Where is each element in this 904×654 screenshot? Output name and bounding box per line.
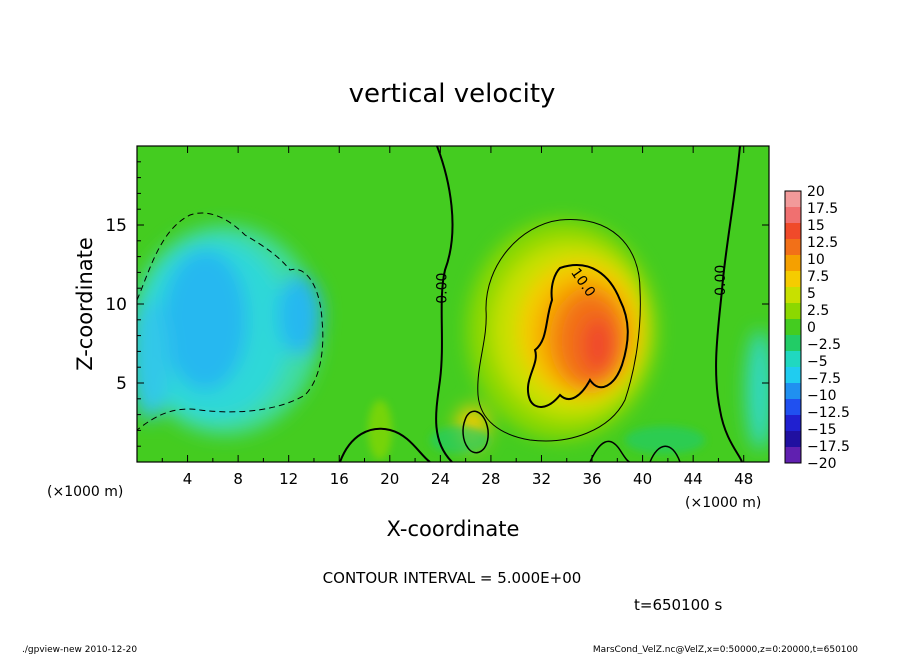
- colorbar-swatch-0: [785, 191, 801, 208]
- x-tick-label-8: 36: [582, 470, 601, 488]
- colorbar-swatch-12: [785, 383, 801, 400]
- colorbar-label-15: −17.5: [807, 439, 850, 455]
- colorbar-swatch-10: [785, 351, 801, 368]
- colorbar-label-13: −12.5: [807, 405, 850, 421]
- x-tick-label-11: 48: [734, 470, 753, 488]
- chart-title: vertical velocity: [349, 79, 556, 109]
- colorbar-swatch-7: [785, 303, 801, 320]
- x-unit-label-left: (×1000 m): [47, 484, 123, 500]
- colorbar-label-10: −5: [807, 354, 828, 370]
- colorbar-label-5: 7.5: [807, 269, 829, 285]
- x-axis: 4 8 12 16 20 24 28 32 36 40 44 48: [161, 146, 753, 488]
- y-axis-title: Z-coordinate: [73, 237, 97, 371]
- colorbar-label-7: 2.5: [807, 303, 829, 319]
- footer-right: MarsCond_VelZ.nc@VelZ,x=0:50000,z=0:2000…: [593, 645, 858, 654]
- colorbar-label-8: 0: [807, 320, 816, 336]
- y-tick-label-0: 5: [116, 374, 127, 394]
- x-tick-label-9: 40: [633, 470, 652, 488]
- y-axis: 5 10 15: [105, 161, 769, 447]
- time-text: t=650100 s: [634, 596, 722, 614]
- y-tick-label-1: 10: [105, 295, 127, 315]
- footer-left: ./gpview-new 2010-12-20: [22, 645, 137, 654]
- contour-label-1: 0.00: [713, 265, 729, 296]
- colorbar-label-12: −10: [807, 388, 837, 404]
- x-tick-label-4: 20: [380, 470, 399, 488]
- x-tick-label-2: 12: [279, 470, 298, 488]
- colorbar-swatch-4: [785, 255, 801, 272]
- x-tick-label-0: 4: [183, 470, 193, 488]
- colorbar-label-3: 12.5: [807, 235, 838, 251]
- x-tick-label-1: 8: [233, 470, 243, 488]
- x-tick-label-6: 28: [481, 470, 500, 488]
- colorbar-label-2: 15: [807, 218, 825, 234]
- colorbar-label-6: 5: [807, 286, 816, 302]
- colorbar-label-14: −15: [807, 422, 837, 438]
- colorbar-swatch-8: [785, 319, 801, 336]
- colorbar-swatch-6: [785, 287, 801, 304]
- colorbar-swatch-3: [785, 239, 801, 256]
- colorbar-swatch-1: [785, 207, 801, 224]
- colorbar-swatch-2: [785, 223, 801, 240]
- x-tick-label-10: 44: [684, 470, 703, 488]
- colorbar-swatch-16: [785, 447, 801, 464]
- colorbar-frame: [784, 190, 802, 464]
- colorbar-label-4: 10: [807, 252, 825, 268]
- x-tick-label-3: 16: [330, 470, 349, 488]
- x-axis-title: X-coordinate: [387, 517, 520, 541]
- heatmap-field: [137, 146, 769, 462]
- colorbar-swatch-11: [785, 367, 801, 384]
- x-tick-label-7: 32: [532, 470, 551, 488]
- x-tick-label-5: 24: [431, 470, 450, 488]
- colorbar-swatch-15: [785, 431, 801, 448]
- colorbar-swatch-5: [785, 271, 801, 288]
- colorbar-label-0: 20: [807, 184, 825, 200]
- y-tick-label-2: 15: [105, 216, 127, 236]
- colorbar: 2017.51512.5107.552.50−2.5−5−7.5−10−12.5…: [784, 184, 850, 472]
- x-unit-label-right: (×1000 m): [685, 495, 761, 511]
- colorbar-label-16: −20: [807, 456, 837, 472]
- colorbar-label-11: −7.5: [807, 371, 841, 387]
- colorbar-label-9: −2.5: [807, 337, 841, 353]
- colorbar-swatch-13: [785, 399, 801, 416]
- contour-label-0: 0.00: [435, 273, 451, 304]
- colorbar-swatch-9: [785, 335, 801, 352]
- contour-interval-text: CONTOUR INTERVAL = 5.000E+00: [323, 569, 582, 587]
- colorbar-swatch-14: [785, 415, 801, 432]
- colorbar-label-1: 17.5: [807, 201, 838, 217]
